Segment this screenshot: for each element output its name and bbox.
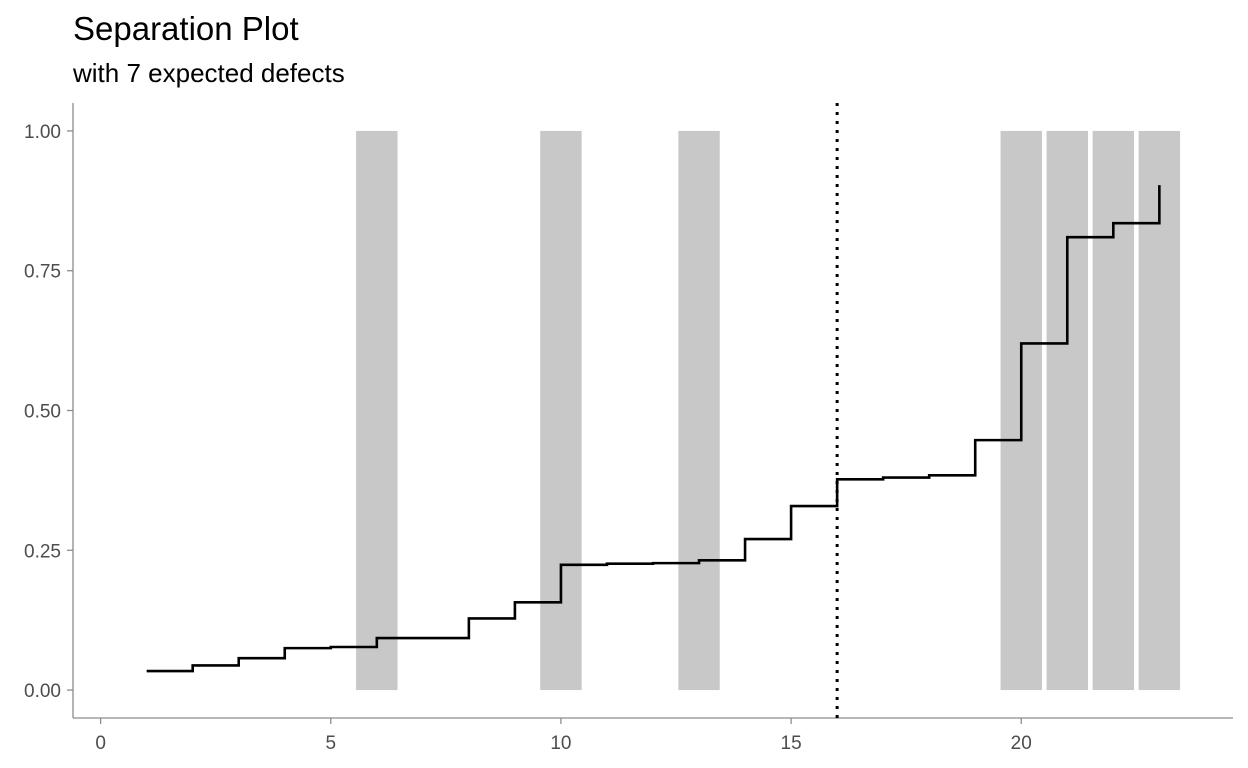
chart-subtitle: with 7 expected defects xyxy=(73,58,345,88)
step-series xyxy=(146,103,1161,718)
y-tick-label: 0.25 xyxy=(24,541,61,562)
x-tick-label: 15 xyxy=(781,733,802,754)
x-tick-label: 0 xyxy=(95,733,106,754)
defect-bar xyxy=(1092,130,1135,691)
y-tick-label: 0.00 xyxy=(24,681,61,702)
defect-bar xyxy=(1046,130,1088,691)
x-tick-label: 20 xyxy=(1011,733,1032,754)
defect-bars xyxy=(356,130,1181,691)
defect-bar xyxy=(540,130,582,691)
y-tick-label: 0.50 xyxy=(24,402,61,423)
chart-title: Separation Plot xyxy=(73,10,299,47)
defect-bar xyxy=(356,130,398,691)
x-tick-label: 5 xyxy=(325,733,336,754)
step-line xyxy=(146,185,1161,673)
axes: 0.00 0.25 0.50 0.75 1.00 0 5 10 15 20 xyxy=(24,103,1233,754)
y-tick-label: 0.75 xyxy=(24,262,61,283)
y-tick-label: 1.00 xyxy=(24,122,61,143)
x-tick-label: 10 xyxy=(550,733,571,754)
defect-bar xyxy=(678,130,720,691)
